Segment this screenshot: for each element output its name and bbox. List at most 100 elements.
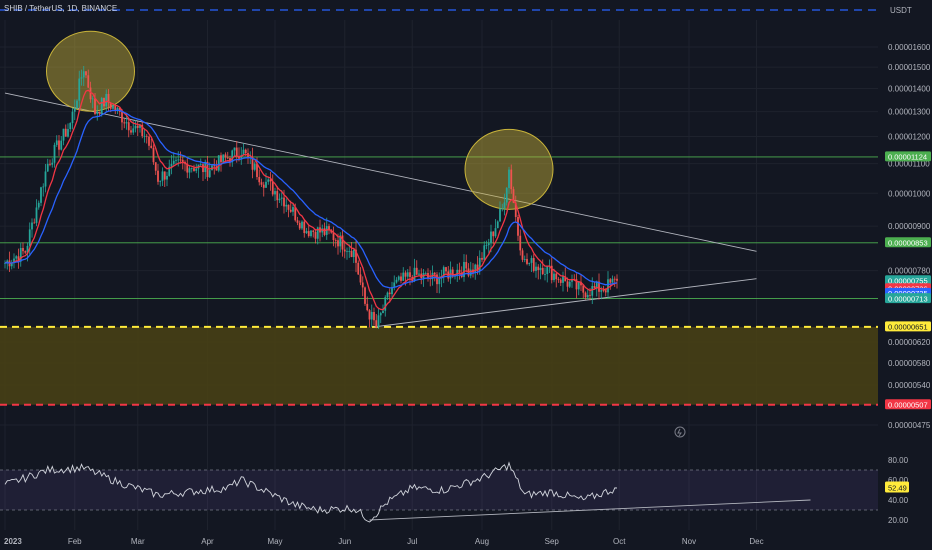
replay-icon[interactable] bbox=[674, 426, 686, 438]
candle-body bbox=[580, 281, 582, 286]
candle-body bbox=[112, 105, 114, 109]
x-tick-label: Mar bbox=[131, 537, 145, 546]
rsi-trendline[interactable] bbox=[369, 499, 811, 521]
trendlines[interactable] bbox=[4, 92, 757, 328]
y-tick-label: 0.00000540 bbox=[888, 381, 931, 390]
trendline[interactable] bbox=[4, 92, 757, 252]
candle-body bbox=[87, 75, 90, 88]
price-pill-label: 0.00000713 bbox=[888, 294, 928, 303]
candle-body bbox=[148, 136, 150, 146]
y-tick-label: 0.00001000 bbox=[888, 189, 931, 198]
candle-body bbox=[589, 294, 591, 296]
price-pill bbox=[885, 237, 931, 248]
replay-icon-ring[interactable] bbox=[674, 426, 686, 438]
candle-body bbox=[301, 221, 303, 229]
candle-body bbox=[463, 261, 465, 277]
price-pill-label: 0.00001124 bbox=[888, 153, 927, 162]
y-tick-label: 0.00001100 bbox=[888, 160, 930, 169]
candle-body bbox=[190, 168, 193, 170]
candle-body bbox=[96, 111, 99, 114]
candle-body bbox=[193, 168, 195, 171]
replay-icon-bolt[interactable] bbox=[677, 428, 682, 437]
candle-body bbox=[213, 165, 216, 167]
candle-body bbox=[40, 187, 42, 203]
candle-body bbox=[564, 276, 567, 282]
candle-body bbox=[393, 282, 396, 288]
candle-body bbox=[418, 273, 420, 275]
candle-body bbox=[512, 189, 515, 203]
candle-body bbox=[134, 125, 137, 129]
rsi-tick-label: 80.00 bbox=[888, 456, 909, 465]
candle-body bbox=[105, 93, 108, 107]
candle-body bbox=[98, 111, 101, 114]
candle-body bbox=[566, 281, 569, 287]
candle-body bbox=[177, 159, 180, 161]
candle-body bbox=[132, 128, 135, 133]
trendline[interactable] bbox=[373, 278, 757, 328]
candle-body bbox=[400, 276, 402, 281]
candle-body bbox=[280, 197, 283, 199]
candle-body bbox=[127, 122, 130, 131]
candle-body bbox=[258, 177, 261, 183]
candle-body bbox=[409, 272, 411, 277]
candle-body bbox=[123, 122, 126, 124]
candle-body bbox=[285, 204, 288, 207]
candle-body bbox=[121, 111, 123, 123]
candle-body bbox=[357, 262, 360, 275]
candle-body bbox=[103, 98, 105, 107]
y-tick-label: 0.00001600 bbox=[888, 43, 931, 52]
candle-body bbox=[31, 222, 33, 230]
symbol-header: SHIB / TetherUS, 1D, BINANCE bbox=[4, 4, 118, 13]
time-axis[interactable]: 2023 Feb Mar Apr May Jun Jul Aug Sep Oct Nov Dec bbox=[4, 537, 764, 546]
candle-body bbox=[528, 262, 531, 264]
candle-body bbox=[186, 163, 189, 173]
x-tick-label: Sep bbox=[545, 537, 560, 546]
rsi-tick-label: 20.00 bbox=[888, 516, 909, 525]
candle-body bbox=[307, 231, 310, 237]
candle-body bbox=[544, 274, 546, 275]
candle-body bbox=[584, 292, 587, 298]
candle-body bbox=[42, 186, 45, 188]
x-tick-label: Apr bbox=[201, 537, 214, 546]
candle-body bbox=[611, 278, 614, 283]
candle-body bbox=[600, 290, 603, 292]
candle-body bbox=[375, 320, 378, 328]
candle-body bbox=[116, 107, 119, 111]
candle-body bbox=[562, 276, 564, 283]
price-pill-label: 0.00000755 bbox=[888, 277, 928, 286]
candle-body bbox=[35, 207, 38, 223]
price-pill bbox=[885, 275, 931, 286]
candle-body bbox=[557, 279, 560, 280]
candle-body bbox=[424, 272, 427, 274]
candle-body bbox=[195, 168, 198, 171]
candle-body bbox=[175, 159, 177, 161]
candle-body bbox=[559, 279, 562, 283]
candle-body bbox=[91, 98, 94, 100]
candle-body bbox=[46, 163, 49, 172]
horizontal-levels bbox=[0, 9, 878, 406]
candle-body bbox=[289, 209, 292, 212]
candle-body bbox=[78, 78, 81, 101]
candle-body bbox=[107, 93, 110, 103]
candle-body bbox=[222, 154, 225, 163]
candle-body bbox=[251, 156, 254, 170]
candle-body bbox=[114, 105, 117, 111]
candle-body bbox=[100, 98, 103, 114]
candle-body bbox=[109, 102, 112, 109]
currency-label[interactable]: USDT bbox=[890, 6, 912, 15]
candle-body bbox=[22, 247, 24, 252]
candle-body bbox=[145, 135, 148, 137]
candle-body bbox=[260, 182, 263, 185]
y-tick-label: 0.00001200 bbox=[888, 133, 931, 142]
candle-body bbox=[269, 179, 272, 182]
y-tick-label: 0.00001400 bbox=[888, 85, 931, 94]
x-tick-label: May bbox=[267, 537, 282, 546]
candle-body bbox=[94, 98, 96, 114]
candle-body bbox=[85, 71, 87, 76]
price-axis[interactable]: 0.00001600 0.00001500 0.00001400 0.00001300… bbox=[888, 6, 931, 430]
highlight-circle[interactable] bbox=[46, 30, 135, 112]
candle-body bbox=[168, 166, 171, 176]
candle-body bbox=[503, 202, 506, 209]
